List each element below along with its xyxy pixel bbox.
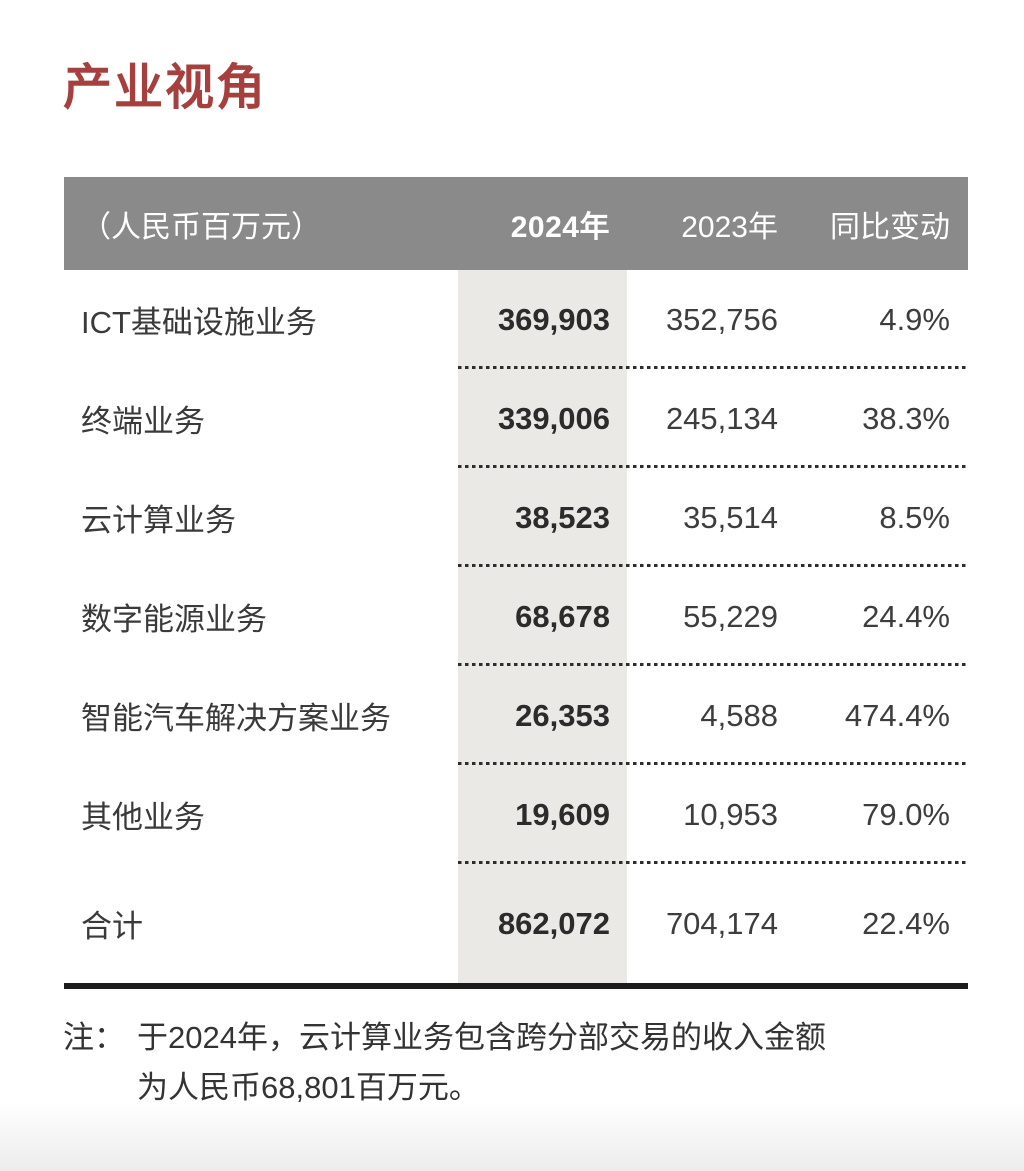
footnote-text: 于2024年，云计算业务包含跨分部交易的收入金额 为人民币68,801百万元。 xyxy=(137,1013,826,1113)
row-separator xyxy=(458,762,968,766)
row-separator xyxy=(458,366,968,370)
row-value-2024: 339,006 xyxy=(497,400,610,436)
row-label: ICT基础设施业务 xyxy=(81,305,317,341)
row-separator xyxy=(458,465,968,469)
row-value-2024: 369,903 xyxy=(497,301,610,337)
table-header-row: （人民币百万元） 2024年 2023年 同比变动 xyxy=(64,177,968,271)
row-value-2024: 26,353 xyxy=(515,697,610,733)
header-col-change: 同比变动 xyxy=(830,210,950,244)
row-value-2023: 245,134 xyxy=(665,400,778,436)
table-row-devices: 终端业务 339,006 245,134 38.3% xyxy=(64,369,968,469)
table-row-cloud: 云计算业务 38,523 35,514 8.5% xyxy=(64,468,968,568)
row-label: 终端业务 xyxy=(81,404,205,440)
header-unit-label: （人民币百万元） xyxy=(81,210,321,244)
row-label: 其他业务 xyxy=(81,800,205,836)
row-value-2024: 68,678 xyxy=(515,598,610,634)
row-separator xyxy=(458,861,968,865)
footnote-label: 注： xyxy=(63,1020,125,1056)
row-value-2023: 704,174 xyxy=(665,905,778,941)
row-value-2024: 38,523 xyxy=(515,499,610,535)
row-change: 8.5% xyxy=(879,499,950,535)
header-col-2024: 2024年 xyxy=(510,210,610,244)
header-col-2023: 2023年 xyxy=(681,210,778,244)
table-bottom-rule xyxy=(64,983,968,990)
page-title: 产业视角 xyxy=(63,61,268,115)
row-label: 智能汽车解决方案业务 xyxy=(81,701,391,737)
row-change: 79.0% xyxy=(862,796,950,832)
row-change: 4.9% xyxy=(879,301,950,337)
footnote: 注： 于2024年，云计算业务包含跨分部交易的收入金额 为人民币68,801百万… xyxy=(63,1013,1024,1113)
table-row-ict: ICT基础设施业务 369,903 352,756 4.9% xyxy=(64,270,968,370)
row-value-2023: 352,756 xyxy=(665,301,778,337)
table-row-intelligent-automotive: 智能汽车解决方案业务 26,353 4,588 474.4% xyxy=(64,666,968,766)
footnote-line-2: 为人民币68,801百万元。 xyxy=(137,1070,480,1106)
segment-revenue-table: （人民币百万元） 2024年 2023年 同比变动 ICT基础设施业务 369,… xyxy=(64,177,968,990)
row-label: 云计算业务 xyxy=(81,503,236,539)
table-row-total: 合计 862,072 704,174 22.4% xyxy=(64,864,968,983)
row-value-2024: 862,072 xyxy=(497,905,610,941)
footnote-line-1: 于2024年，云计算业务包含跨分部交易的收入金额 xyxy=(137,1020,826,1056)
column-2024-highlight xyxy=(458,270,627,984)
table-row-other: 其他业务 19,609 10,953 79.0% xyxy=(64,765,968,865)
row-change: 22.4% xyxy=(862,905,950,941)
row-value-2023: 4,588 xyxy=(700,697,778,733)
table-body: ICT基础设施业务 369,903 352,756 4.9% 终端业务 339,… xyxy=(64,270,968,984)
row-value-2024: 19,609 xyxy=(515,796,610,832)
row-separator xyxy=(458,564,968,568)
row-change: 24.4% xyxy=(862,598,950,634)
report-page: 产业视角 （人民币百万元） 2024年 2023年 同比变动 ICT基础设施业务… xyxy=(0,60,1024,1171)
row-value-2023: 35,514 xyxy=(683,499,778,535)
row-label: 数字能源业务 xyxy=(81,602,267,638)
row-label: 合计 xyxy=(81,909,143,945)
row-change: 38.3% xyxy=(862,400,950,436)
row-value-2023: 55,229 xyxy=(683,598,778,634)
row-change: 474.4% xyxy=(844,697,950,733)
row-value-2023: 10,953 xyxy=(683,796,778,832)
table-row-digital-power: 数字能源业务 68,678 55,229 24.4% xyxy=(64,567,968,667)
row-separator xyxy=(458,663,968,667)
